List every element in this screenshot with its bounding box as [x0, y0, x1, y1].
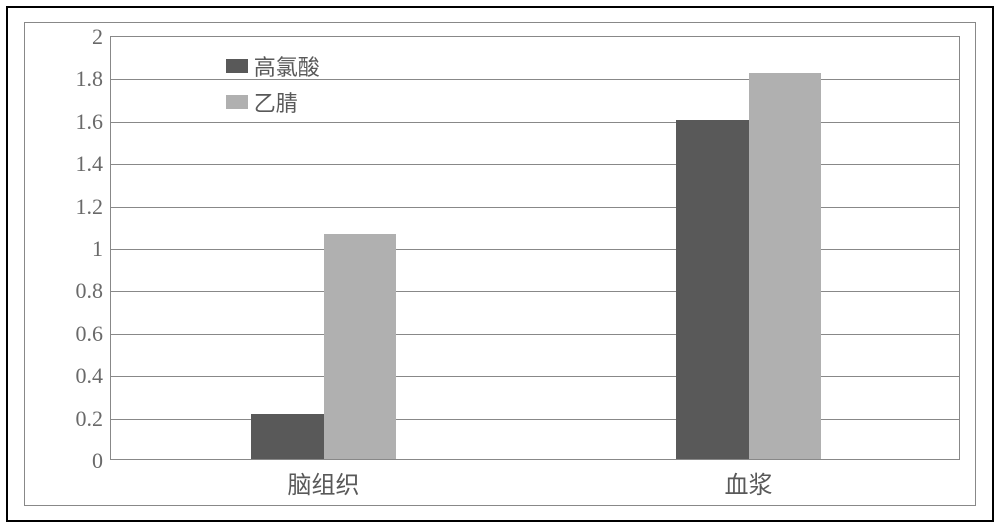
gridline: [111, 164, 959, 165]
legend-swatch: [226, 95, 248, 109]
gridline: [111, 291, 959, 292]
x-tick-label: 脑组织: [288, 459, 360, 500]
plot-area: 高氯酸乙腈 00.20.40.60.811.21.41.61.82脑组织血浆: [110, 36, 960, 460]
y-tick-label: 0: [92, 448, 111, 474]
gridline: [111, 334, 959, 335]
y-tick-label: 1.8: [76, 66, 112, 92]
gridline: [111, 79, 959, 80]
y-tick-label: 2: [92, 24, 111, 50]
legend-label: 高氯酸: [254, 50, 320, 82]
x-tick-label: 血浆: [725, 459, 773, 500]
legend-label: 乙腈: [254, 86, 298, 118]
y-tick-label: 1: [92, 236, 111, 262]
y-tick-label: 0.2: [76, 406, 112, 432]
legend-item: 高氯酸: [226, 50, 320, 82]
gridline: [111, 249, 959, 250]
y-tick-label: 0.8: [76, 278, 112, 304]
gridline: [111, 207, 959, 208]
bar: [251, 414, 323, 459]
bar: [749, 73, 821, 459]
bar: [676, 120, 748, 459]
gridline: [111, 376, 959, 377]
y-tick-label: 1.6: [76, 109, 112, 135]
y-tick-label: 1.2: [76, 194, 112, 220]
y-tick-label: 0.4: [76, 363, 112, 389]
gridline: [111, 122, 959, 123]
legend-item: 乙腈: [226, 86, 320, 118]
y-tick-label: 1.4: [76, 151, 112, 177]
y-tick-label: 0.6: [76, 321, 112, 347]
legend-swatch: [226, 59, 248, 73]
gridline: [111, 419, 959, 420]
legend: 高氯酸乙腈: [226, 50, 320, 122]
bar: [324, 234, 396, 459]
